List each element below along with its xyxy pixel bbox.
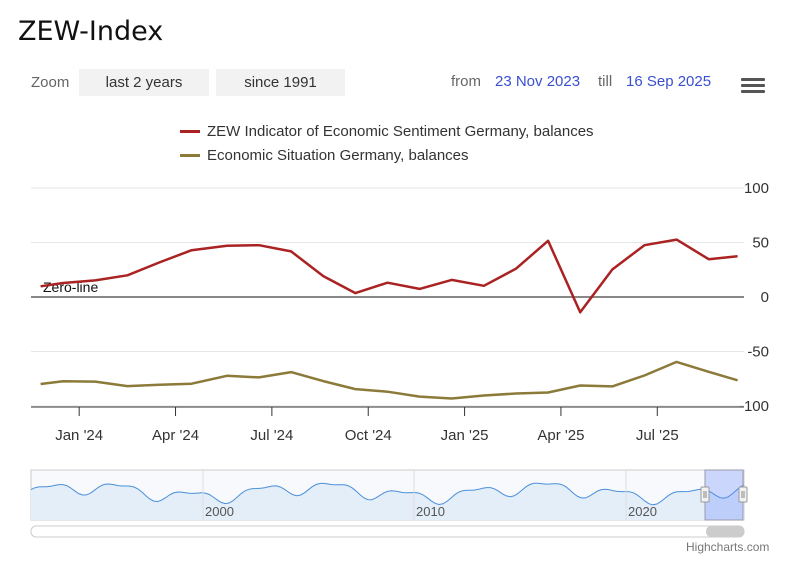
legend-label-situation: Economic Situation Germany, balances	[207, 147, 469, 164]
y-tick-label: -100	[739, 398, 769, 415]
range-till-label: till	[598, 73, 613, 90]
x-tick-label: Oct '24	[345, 427, 392, 444]
y-tick-label: 50	[752, 235, 769, 252]
legend-line-icon	[180, 129, 200, 133]
y-tick-label: 100	[744, 180, 769, 197]
navigator-year-label: 2020	[628, 504, 657, 519]
page-title: ZEW-Index	[18, 16, 164, 47]
y-tick-label: -50	[747, 344, 769, 361]
zoom-since-1991-button[interactable]: since 1991	[216, 69, 345, 96]
series-line-situation	[40, 360, 738, 400]
x-tick-label: Jul '25	[636, 427, 679, 444]
x-tick-label: Apr '25	[537, 427, 584, 444]
credits-link[interactable]: Highcharts.com	[686, 540, 770, 554]
navigator-selection[interactable]	[704, 469, 744, 521]
navigator-area	[31, 483, 744, 520]
navigator-year-label: 2010	[416, 504, 445, 519]
zoom-last-2-years-button[interactable]: last 2 years	[79, 69, 209, 96]
legend-item-sentiment[interactable]: ZEW Indicator of Economic Sentiment Germ…	[180, 123, 594, 140]
y-tick-label: 0	[761, 289, 769, 306]
legend-item-situation[interactable]: Economic Situation Germany, balances	[180, 147, 469, 164]
series-line-sentiment	[40, 238, 738, 314]
hamburger-menu-icon[interactable]	[741, 78, 765, 96]
navigator-handle[interactable]	[738, 486, 748, 503]
x-tick-label: Apr '24	[152, 427, 199, 444]
range-till-input[interactable]: 16 Sep 2025	[626, 73, 712, 90]
x-tick-label: Jan '25	[441, 427, 489, 444]
x-tick-label: Jan '24	[55, 427, 103, 444]
navigator-year-label: 2000	[205, 504, 234, 519]
range-from-label: from	[451, 73, 481, 90]
legend-label-sentiment: ZEW Indicator of Economic Sentiment Germ…	[207, 123, 594, 140]
x-tick-label: Jul '24	[250, 427, 293, 444]
navigator-handle[interactable]	[700, 486, 710, 503]
scrollbar-track[interactable]	[30, 525, 745, 538]
range-from-input[interactable]: 23 Nov 2023	[495, 73, 581, 90]
zoom-label: Zoom	[31, 74, 70, 91]
legend-line-icon	[180, 153, 200, 157]
scrollbar-thumb[interactable]	[706, 526, 744, 537]
navigator-series-line	[30, 482, 745, 506]
